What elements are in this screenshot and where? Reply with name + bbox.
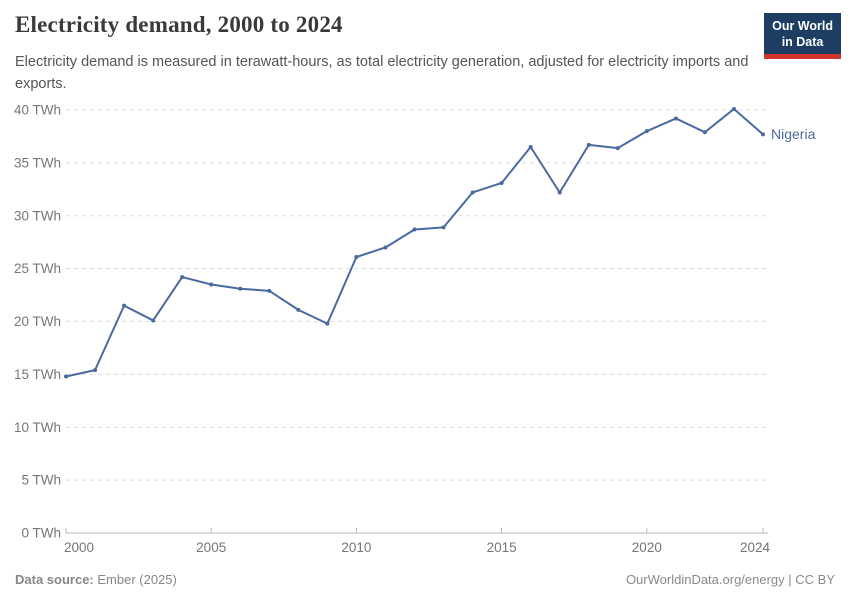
y-axis-label: 0 TWh (21, 526, 61, 541)
data-point-2007[interactable] (267, 288, 272, 293)
data-point-2016[interactable] (528, 145, 533, 150)
y-axis-label: 40 TWh (14, 103, 61, 118)
data-point-2008[interactable] (296, 307, 301, 312)
data-point-2011[interactable] (383, 245, 388, 250)
series-line-nigeria[interactable] (65, 107, 764, 378)
data-point-2005[interactable] (209, 282, 214, 287)
data-point-2021[interactable] (673, 116, 678, 121)
data-point-2022[interactable] (702, 130, 707, 135)
x-axis-label: 2000 (64, 540, 94, 555)
data-point-2018[interactable] (586, 142, 591, 147)
data-point-2024[interactable] (761, 132, 765, 137)
y-axis-label: 5 TWh (21, 473, 61, 488)
data-point-2002[interactable] (122, 303, 127, 308)
series-label-nigeria[interactable]: Nigeria (771, 126, 816, 142)
attribution-link[interactable]: OurWorldinData.org/energy | CC BY (625, 572, 835, 587)
data-point-2009[interactable] (325, 321, 330, 326)
data-point-2003[interactable] (151, 318, 156, 323)
data-point-2023[interactable] (731, 106, 736, 111)
data-point-2019[interactable] (615, 146, 620, 151)
data-point-2004[interactable] (180, 275, 185, 280)
chart-subtitle: Electricity demand is measured in terawa… (15, 54, 749, 92)
y-axis-label: 30 TWh (14, 208, 61, 223)
data-point-2015[interactable] (499, 180, 504, 185)
x-axis-label: 2015 (487, 540, 517, 555)
y-axis-label: 25 TWh (14, 261, 61, 276)
x-axis-label: 2020 (632, 540, 662, 555)
owid-logo[interactable]: Our World in Data (764, 13, 841, 59)
x-axis-label: 2005 (196, 540, 226, 555)
y-axis-label: 35 TWh (14, 155, 61, 170)
y-axis-label: 20 TWh (14, 314, 61, 329)
data-point-2001[interactable] (93, 368, 98, 373)
chart-title: Electricity demand, 2000 to 2024 (15, 12, 343, 37)
data-point-2012[interactable] (412, 227, 417, 232)
y-axis-label: 15 TWh (14, 367, 61, 382)
chart-footer: Data source: Ember (2025) OurWorldinData… (15, 572, 835, 587)
data-source-label: Data source: (15, 572, 94, 587)
data-point-2017[interactable] (557, 190, 562, 195)
x-axis-label: 2024 (740, 540, 771, 555)
data-point-2000[interactable] (64, 374, 68, 379)
chart-plot-area[interactable]: 0 TWh 5 TWh 10 TWh 15 TWh 20 TWh 25 TWh 30 TWh… (0, 95, 850, 560)
data-point-2006[interactable] (238, 286, 243, 291)
x-axis-label: 2010 (341, 540, 371, 555)
y-axis-label: 10 TWh (14, 420, 61, 435)
data-point-2020[interactable] (644, 129, 649, 134)
owid-logo-line2: in Data (781, 35, 824, 50)
data-source-value: Ember (2025) (93, 572, 177, 587)
owid-logo-line1: Our World (772, 19, 833, 33)
data-source: Data source: Ember (2025) (15, 572, 177, 587)
data-point-2010[interactable] (354, 254, 359, 259)
data-point-2014[interactable] (470, 190, 475, 195)
data-point-2013[interactable] (441, 225, 446, 230)
